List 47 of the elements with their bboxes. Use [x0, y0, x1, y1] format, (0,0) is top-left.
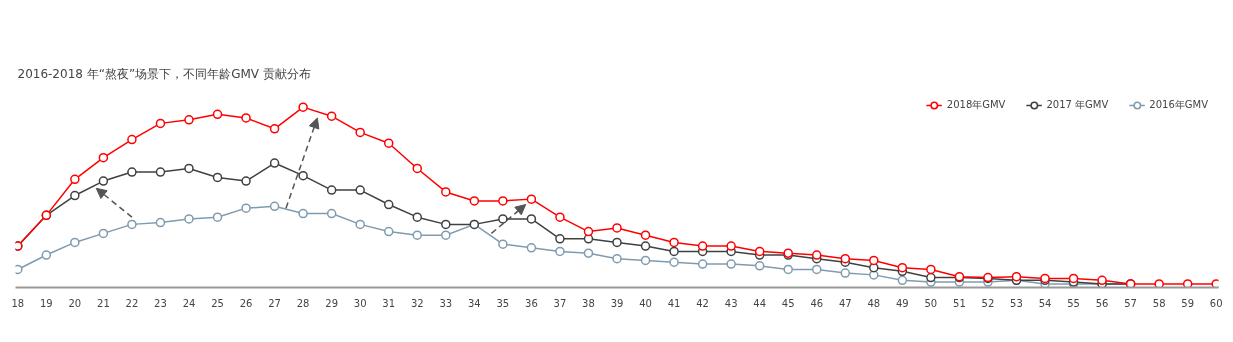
x-tick-label: 55	[1067, 297, 1080, 309]
x-tick-label: 50	[924, 297, 938, 309]
x-tick-label: 42	[696, 297, 709, 309]
x-tick-label: 19	[39, 297, 53, 309]
x-tick-label: 52	[981, 297, 995, 309]
x-tick-label: 58	[1152, 297, 1166, 309]
x-tick-label: 32	[410, 297, 424, 309]
x-tick-label: 31	[382, 297, 396, 309]
x-tick-label: 20	[68, 297, 82, 309]
x-tick-label: 48	[867, 297, 881, 309]
x-tick-label: 46	[810, 297, 824, 309]
x-tick-label: 39	[610, 297, 624, 309]
x-tick-label: 49	[895, 297, 909, 309]
x-tick-label: 45	[781, 297, 795, 309]
x-tick-label: 28	[296, 297, 310, 309]
x-tick-label: 47	[838, 297, 852, 309]
x-tick-label: 57	[1124, 297, 1137, 309]
x-tick-label: 23	[154, 297, 167, 309]
x-tick-label: 37	[553, 297, 567, 309]
x-tick-label: 60	[1209, 297, 1223, 309]
x-tick-label: 21	[97, 297, 110, 309]
chart-title: 2016-2018 年“熬夜”场景下，不同年龄GMV 贡献分布	[17, 66, 311, 81]
x-tick-label: 35	[496, 297, 510, 309]
x-tick-label: 51	[953, 297, 966, 309]
x-tick-label: 40	[639, 297, 652, 309]
legend-label: 2018年GMV	[946, 98, 1006, 112]
legend-label: 2016年GMV	[1149, 98, 1208, 112]
legend-label: 2017 年GMV	[1046, 98, 1109, 112]
x-tick-label: 24	[182, 297, 196, 309]
x-tick-label: 54	[1038, 297, 1052, 309]
x-tick-label: 25	[211, 297, 224, 309]
x-tick-label: 59	[1181, 297, 1195, 309]
x-tick-label: 26	[239, 297, 253, 309]
x-tick-label: 33	[439, 297, 453, 309]
x-tick-label: 18	[11, 297, 25, 309]
x-tick-label: 53	[1010, 297, 1023, 309]
x-tick-label: 22	[125, 297, 139, 309]
x-tick-label: 41	[667, 297, 681, 309]
x-tick-label: 29	[325, 297, 339, 309]
x-tick-label: 27	[268, 297, 281, 309]
x-tick-label: 36	[525, 297, 538, 309]
x-tick-label: 38	[582, 297, 595, 309]
x-tick-label: 34	[467, 297, 481, 309]
x-tick-label: 44	[753, 297, 767, 309]
x-tick-label: 30	[353, 297, 367, 309]
x-tick-label: 56	[1095, 297, 1109, 309]
x-tick-label: 43	[724, 297, 738, 309]
